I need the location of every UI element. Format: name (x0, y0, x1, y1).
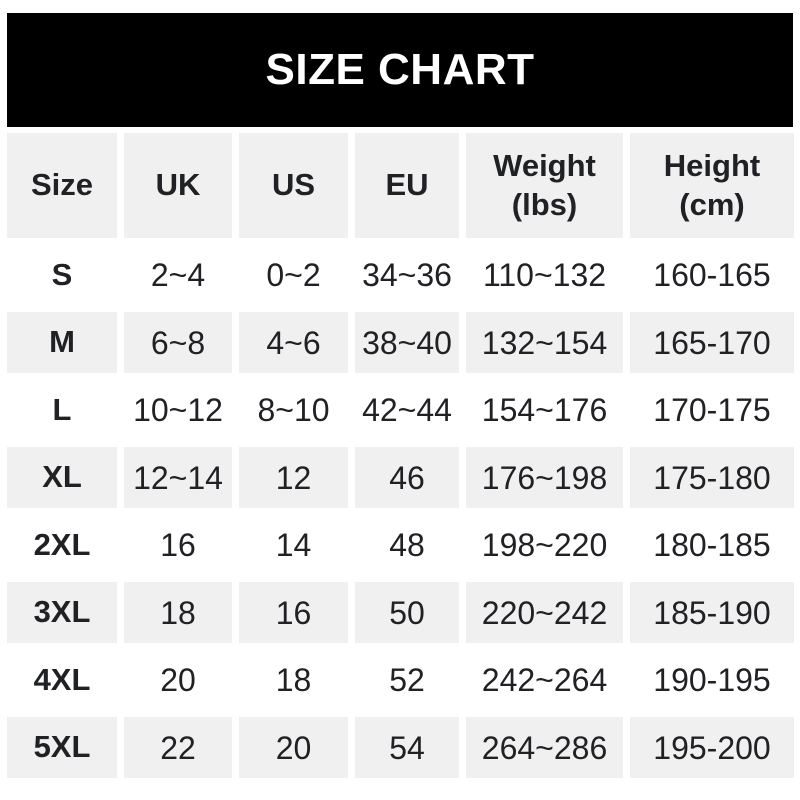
row-size-label: M (7, 312, 117, 373)
cell-uk: 6~8 (124, 312, 232, 373)
cell-height_cm: 185-190 (630, 582, 794, 643)
banner: SIZE CHART (7, 13, 793, 127)
row-size-label: 4XL (7, 649, 117, 711)
cell-height_cm: 180-185 (630, 514, 794, 576)
cell-weight_lbs: 220~242 (466, 582, 623, 643)
header-cell-height_cm: Height (cm) (630, 133, 794, 238)
row-size-label: 5XL (7, 717, 117, 778)
cell-height_cm: 175-180 (630, 447, 794, 508)
cell-uk: 10~12 (124, 379, 232, 441)
cell-height_cm: 190-195 (630, 649, 794, 711)
header-cell-weight_lbs: Weight (lbs) (466, 133, 623, 238)
cell-us: 0~2 (239, 244, 348, 306)
row-size-label: XL (7, 447, 117, 508)
cell-us: 8~10 (239, 379, 348, 441)
row-size-label: 2XL (7, 514, 117, 576)
cell-weight_lbs: 132~154 (466, 312, 623, 373)
row-size-label: L (7, 379, 117, 441)
cell-uk: 12~14 (124, 447, 232, 508)
cell-weight_lbs: 110~132 (466, 244, 623, 306)
size-table: Size UK US EU Weight (lbs) Height (cm) S 2~4 0~2… (7, 133, 794, 778)
cell-eu: 34~36 (355, 244, 459, 306)
header-cell-us: US (239, 133, 348, 238)
cell-eu: 54 (355, 717, 459, 778)
cell-us: 12 (239, 447, 348, 508)
cell-height_cm: 195-200 (630, 717, 794, 778)
cell-weight_lbs: 198~220 (466, 514, 623, 576)
cell-weight_lbs: 154~176 (466, 379, 623, 441)
header-cell-size: Size (7, 133, 117, 238)
cell-us: 20 (239, 717, 348, 778)
page-title: SIZE CHART (265, 45, 535, 94)
cell-us: 16 (239, 582, 348, 643)
cell-weight_lbs: 242~264 (466, 649, 623, 711)
cell-uk: 20 (124, 649, 232, 711)
cell-height_cm: 160-165 (630, 244, 794, 306)
row-size-label: 3XL (7, 582, 117, 643)
cell-eu: 52 (355, 649, 459, 711)
cell-eu: 50 (355, 582, 459, 643)
cell-height_cm: 165-170 (630, 312, 794, 373)
cell-eu: 48 (355, 514, 459, 576)
cell-uk: 16 (124, 514, 232, 576)
cell-uk: 2~4 (124, 244, 232, 306)
cell-uk: 18 (124, 582, 232, 643)
row-size-label: S (7, 244, 117, 306)
cell-uk: 22 (124, 717, 232, 778)
cell-us: 18 (239, 649, 348, 711)
header-cell-eu: EU (355, 133, 459, 238)
cell-weight_lbs: 264~286 (466, 717, 623, 778)
cell-us: 4~6 (239, 312, 348, 373)
cell-us: 14 (239, 514, 348, 576)
cell-eu: 46 (355, 447, 459, 508)
header-cell-uk: UK (124, 133, 232, 238)
cell-eu: 38~40 (355, 312, 459, 373)
cell-height_cm: 170-175 (630, 379, 794, 441)
cell-weight_lbs: 176~198 (466, 447, 623, 508)
cell-eu: 42~44 (355, 379, 459, 441)
